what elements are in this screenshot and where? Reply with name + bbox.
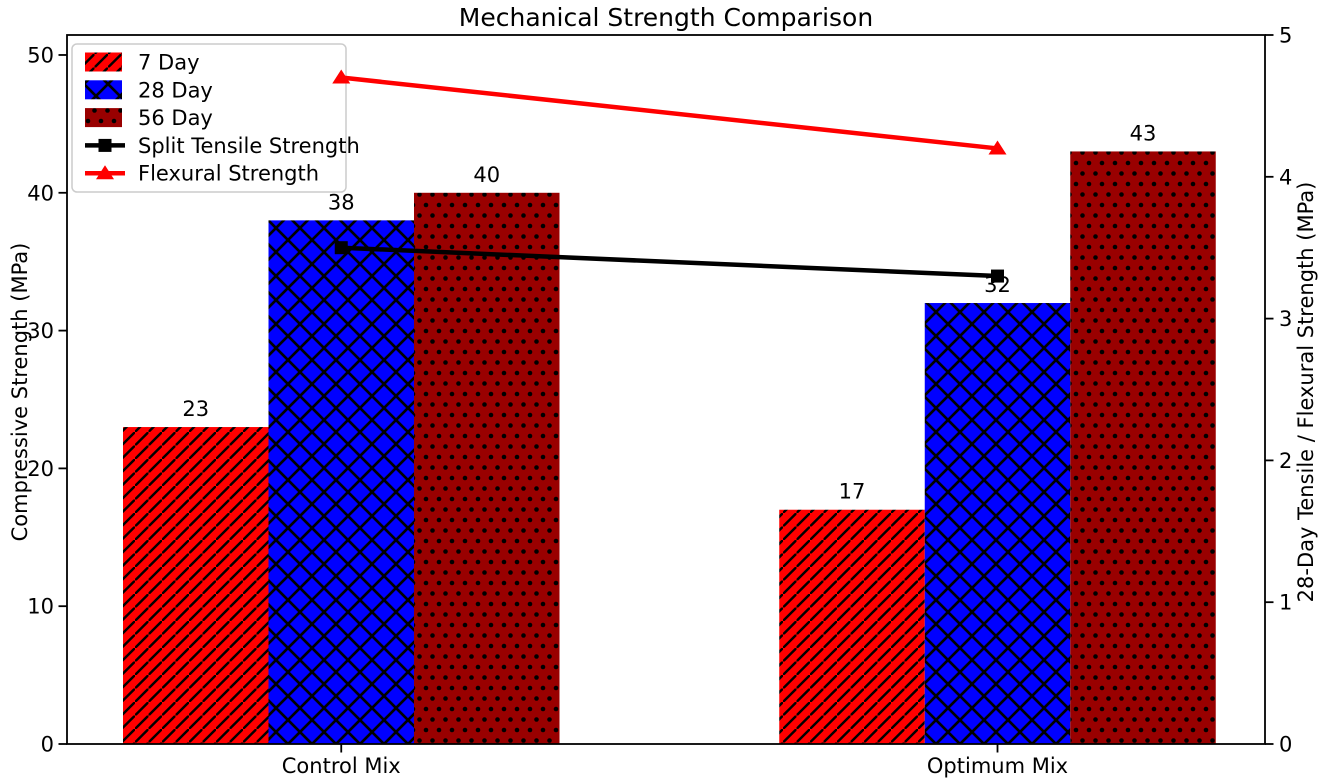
left-axis-tick-label: 40 — [27, 181, 54, 205]
bar-28-day-control-mix — [268, 220, 414, 745]
legend: 7 Day 28 Day 56 Day Split Tensile Strength F… — [71, 43, 360, 193]
left-axis-tick-label: 20 — [27, 457, 54, 481]
lines-group — [332, 69, 1007, 283]
chart-title: Mechanical Strength Comparison — [458, 3, 874, 32]
right-axis-tick-label: 4 — [1279, 165, 1292, 189]
left-axis-label: Compressive Strength (MPa) — [8, 242, 32, 542]
legend-marker-flexural-strength — [96, 165, 114, 180]
bars-group — [123, 151, 1216, 745]
marker-split-tensile-strength-optimum-mix — [991, 269, 1004, 283]
legend-label-7-day: 7 Day — [138, 51, 200, 75]
x-tick-label-control-mix: Control Mix — [282, 754, 401, 778]
legend-swatch-7-day — [85, 52, 122, 72]
plot-frame — [66, 34, 1266, 745]
line-split-tensile-strength — [341, 245, 998, 279]
marker-flexural-strength-optimum-mix — [988, 140, 1007, 155]
right-axis-label: 28-Day Tensile / Flexural Strength (MPa) — [1294, 181, 1318, 603]
bar-28-day-optimum-mix — [924, 303, 1071, 744]
left-axis-tick-label: 0 — [41, 733, 54, 757]
bar-value-label-56-day-control-mix: 40 — [473, 163, 500, 187]
left-axis-tick-label: 50 — [27, 43, 54, 67]
marker-split-tensile-strength-control-mix — [334, 241, 348, 255]
legend-label-56-day: 56 Day — [138, 106, 213, 130]
bar-value-label-7-day-control-mix: 23 — [182, 397, 209, 421]
right-axis-tick-label: 1 — [1279, 591, 1292, 615]
legend-swatch-56-day — [85, 108, 122, 128]
right-axis-tick-label: 3 — [1279, 307, 1292, 331]
x-tick-label-optimum-mix: Optimum Mix — [927, 754, 1068, 778]
bar-value-label-7-day-optimum-mix: 17 — [839, 480, 866, 504]
bar-56-day-optimum-mix — [1070, 151, 1216, 745]
bar-value-label-56-day-optimum-mix: 43 — [1130, 121, 1157, 145]
legend-box — [71, 43, 347, 193]
line-flexural-strength — [341, 75, 998, 151]
legend-label-flexural-strength: Flexural Strength — [138, 162, 319, 186]
right-axis-tick-label: 2 — [1279, 449, 1292, 473]
right-axis-tick-label: 5 — [1279, 24, 1292, 48]
bar-7-day-control-mix — [123, 427, 269, 744]
bar-value-label-28-day-control-mix: 38 — [328, 190, 355, 214]
bar-56-day-control-mix — [414, 192, 560, 745]
marker-flexural-strength-control-mix — [332, 69, 351, 84]
legend-label-28-day: 28 Day — [138, 78, 213, 102]
legend-marker-split-tensile-strength — [98, 138, 112, 152]
left-axis-tick-label: 10 — [27, 595, 54, 619]
bar-7-day-optimum-mix — [779, 509, 925, 744]
left-axis-tick-label: 30 — [27, 319, 54, 343]
legend-swatch-28-day — [85, 80, 122, 100]
legend-label-split-tensile-strength: Split Tensile Strength — [138, 134, 360, 158]
right-axis-tick-label: 0 — [1279, 733, 1292, 757]
